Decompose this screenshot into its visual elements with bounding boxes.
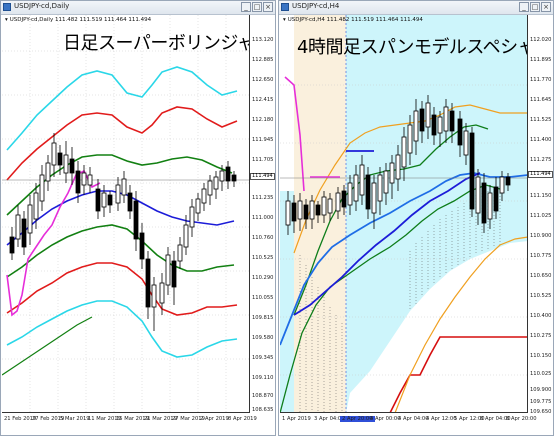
span-cloud-bullish (346, 15, 528, 413)
candlesticks (285, 95, 511, 235)
chart-icon (3, 3, 11, 11)
window-titlebar[interactable]: USDJPY-cd,H4 _ □ × (279, 1, 553, 15)
bb-minus3-outer-line (2, 316, 93, 376)
time-highlight: 2 Apr 20:00 (340, 416, 375, 422)
price-axis[interactable]: 113.120 112.885 112.650 112.415 112.180 … (249, 15, 275, 413)
chart-icon (281, 3, 289, 11)
span-red-line (389, 336, 528, 413)
lagging-span-line (6, 169, 101, 317)
window-title: USDJPY-cd,H4 (292, 2, 340, 10)
triangle-icon: ▾ (283, 17, 286, 23)
h4-plot-area[interactable] (280, 15, 528, 413)
daily-plot-area[interactable] (2, 15, 250, 413)
span-orange-lower (394, 236, 528, 413)
maximize-button[interactable]: □ (252, 2, 262, 12)
symbol-info: ▾ USDJPY-cd,Daily 111.482 111.519 111.464… (5, 17, 152, 23)
window-title: USDJPY-cd,Daily (14, 2, 70, 10)
minimize-button[interactable]: _ (519, 2, 529, 12)
bb-minus3-line (6, 300, 238, 358)
current-price-tag: 111.494 (528, 171, 553, 178)
span-cloud-bullish-left (280, 191, 294, 413)
price-axis[interactable]: 112.020 111.895 111.770 111.645 111.525 … (527, 15, 553, 415)
bb-plus1-line (6, 154, 233, 216)
daily-chart-window[interactable]: USDJPY-cd,Daily _ □ × (0, 0, 276, 436)
bb-minus1-line (6, 224, 235, 278)
bb-plus2-line (6, 106, 238, 181)
time-axis[interactable]: 21 Feb 2019 27 Feb 2019 5 Mar 2019 11 Ma… (2, 412, 257, 435)
close-button[interactable]: × (541, 2, 551, 12)
overlay-title: 日足スーパーボリンジャー (63, 33, 272, 54)
lagging-span-line (284, 76, 305, 192)
current-price-tag: 111.494 (250, 173, 275, 180)
candlesticks (9, 133, 237, 331)
close-button[interactable]: × (263, 2, 273, 12)
maximize-button[interactable]: □ (530, 2, 540, 12)
span-green-lower (280, 184, 501, 413)
minimize-button[interactable]: _ (241, 2, 251, 12)
symbol-info: ▾ USDJPY-cd,H4 111.482 111.519 111.464 11… (283, 17, 423, 23)
bb-plus3-line (6, 66, 238, 151)
span-blue-main (280, 172, 528, 346)
span-blue-lower (293, 172, 481, 316)
time-axis[interactable]: 1 Apr 2019 3 Apr 04:00 2 Apr 20:00 4 Apr… (280, 412, 537, 435)
h4-chart-window[interactable]: USDJPY-cd,H4 _ □ × (278, 0, 554, 436)
bb-minus2-line (6, 262, 238, 316)
triangle-icon: ▾ (5, 17, 8, 23)
window-titlebar[interactable]: USDJPY-cd,Daily _ □ × (1, 1, 275, 15)
overlay-title: 4時間足スパンモデルスペシャル (297, 37, 553, 58)
grid (2, 15, 250, 413)
